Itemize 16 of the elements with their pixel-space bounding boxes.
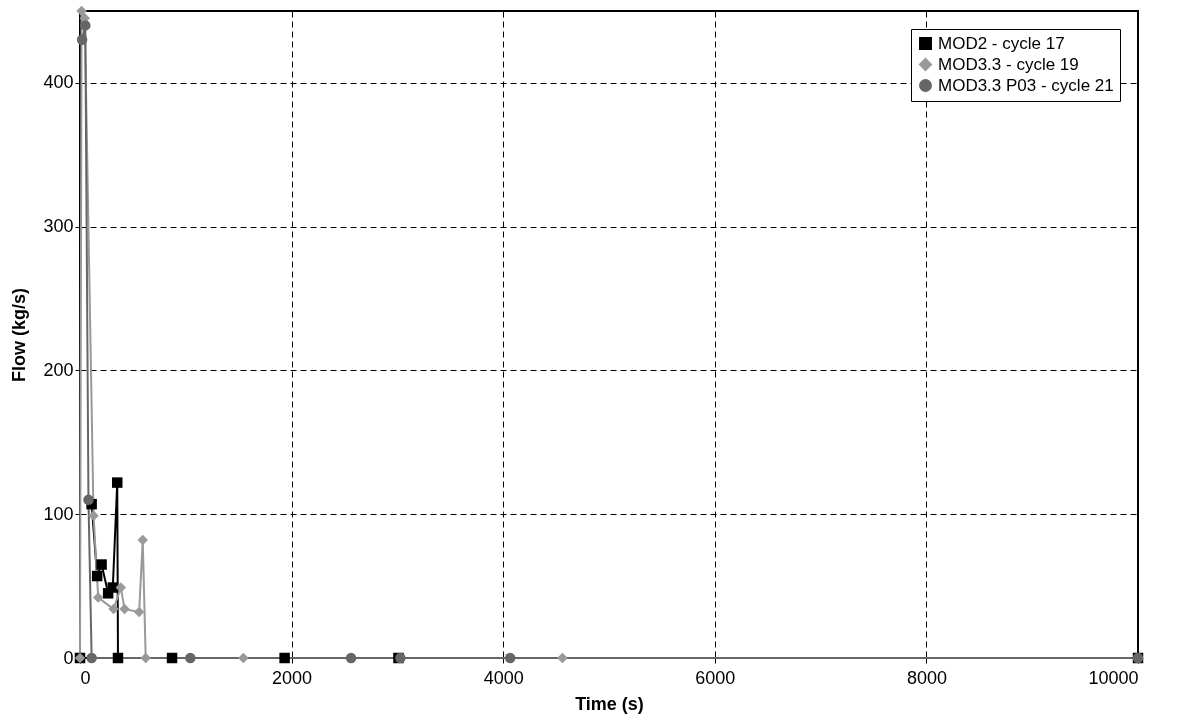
y-tick-label: 100 — [43, 503, 74, 524]
x-tick-label: 10000 — [1088, 667, 1139, 688]
y-tick-label: 300 — [43, 216, 74, 237]
x-axis-title: Time (s) — [575, 693, 644, 714]
x-tick-label: 2000 — [272, 667, 313, 688]
y-tick-label: 0 — [63, 647, 74, 668]
legend-label: MOD3.3 - cycle 19 — [938, 54, 1079, 74]
x-tick-label: 6000 — [695, 667, 736, 688]
y-axis-title: Flow (kg/s) — [9, 288, 30, 382]
legend-label: MOD3.3 P03 - cycle 21 — [938, 75, 1114, 95]
x-tick-label: 0 — [80, 667, 91, 688]
y-tick-label: 400 — [43, 72, 74, 93]
legend-label: MOD2 - cycle 17 — [938, 33, 1065, 53]
y-tick-label: 200 — [43, 359, 74, 380]
x-tick-label: 8000 — [906, 667, 947, 688]
x-tick-label: 4000 — [483, 667, 524, 688]
